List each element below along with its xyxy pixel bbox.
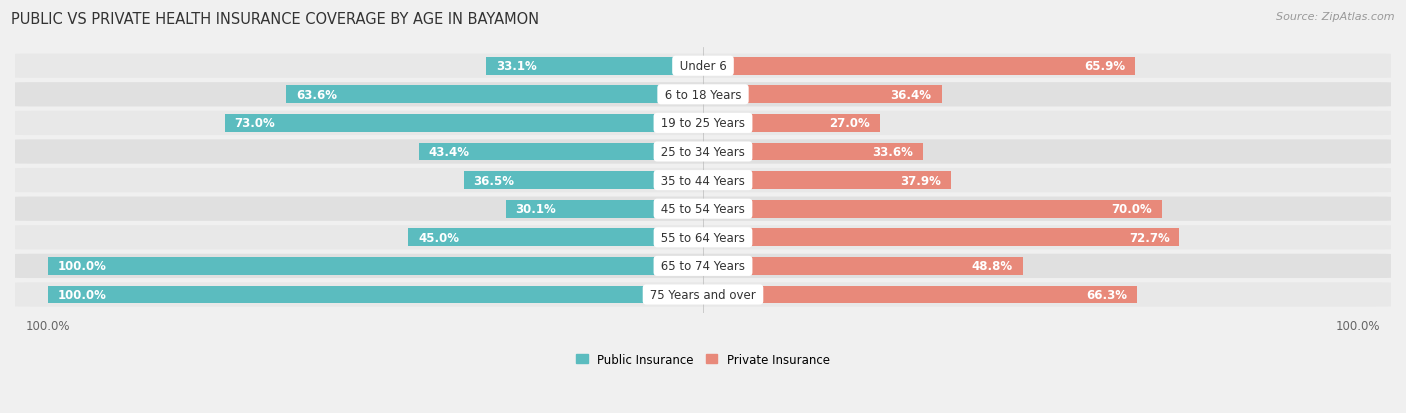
Bar: [703, 200, 1161, 218]
Bar: [464, 172, 703, 190]
Bar: [703, 58, 1135, 76]
Text: 35 to 44 Years: 35 to 44 Years: [657, 174, 749, 187]
Bar: [48, 286, 703, 304]
FancyBboxPatch shape: [6, 55, 1400, 78]
Text: 25 to 34 Years: 25 to 34 Years: [657, 146, 749, 159]
FancyBboxPatch shape: [6, 225, 1400, 250]
Text: 27.0%: 27.0%: [830, 117, 870, 130]
Text: 45.0%: 45.0%: [418, 231, 458, 244]
FancyBboxPatch shape: [6, 282, 1400, 307]
Bar: [408, 229, 703, 247]
Text: 33.6%: 33.6%: [873, 146, 914, 159]
Bar: [703, 115, 880, 133]
Text: 66.3%: 66.3%: [1087, 288, 1128, 301]
Bar: [506, 200, 703, 218]
Text: 55 to 64 Years: 55 to 64 Years: [657, 231, 749, 244]
Bar: [48, 257, 703, 275]
FancyBboxPatch shape: [6, 83, 1400, 107]
Text: Under 6: Under 6: [676, 60, 730, 73]
Text: 48.8%: 48.8%: [972, 260, 1012, 273]
Text: 73.0%: 73.0%: [235, 117, 276, 130]
Text: 19 to 25 Years: 19 to 25 Years: [657, 117, 749, 130]
Text: 45 to 54 Years: 45 to 54 Years: [657, 203, 749, 216]
Bar: [703, 257, 1022, 275]
FancyBboxPatch shape: [6, 197, 1400, 221]
Text: 100.0%: 100.0%: [58, 288, 107, 301]
Text: 36.4%: 36.4%: [890, 89, 932, 102]
Text: 37.9%: 37.9%: [901, 174, 942, 187]
FancyBboxPatch shape: [6, 140, 1400, 164]
Text: 70.0%: 70.0%: [1111, 203, 1152, 216]
FancyBboxPatch shape: [6, 254, 1400, 278]
Bar: [703, 143, 924, 161]
Text: 100.0%: 100.0%: [58, 260, 107, 273]
Text: PUBLIC VS PRIVATE HEALTH INSURANCE COVERAGE BY AGE IN BAYAMON: PUBLIC VS PRIVATE HEALTH INSURANCE COVER…: [11, 12, 540, 27]
FancyBboxPatch shape: [6, 169, 1400, 193]
Bar: [419, 143, 703, 161]
Bar: [703, 229, 1180, 247]
Text: 63.6%: 63.6%: [297, 89, 337, 102]
Text: 6 to 18 Years: 6 to 18 Years: [661, 89, 745, 102]
Legend: Public Insurance, Private Insurance: Public Insurance, Private Insurance: [576, 353, 830, 366]
Bar: [287, 86, 703, 104]
Text: 75 Years and over: 75 Years and over: [647, 288, 759, 301]
FancyBboxPatch shape: [6, 112, 1400, 136]
Bar: [703, 286, 1137, 304]
Text: Source: ZipAtlas.com: Source: ZipAtlas.com: [1277, 12, 1395, 22]
Text: 43.4%: 43.4%: [429, 146, 470, 159]
Text: 30.1%: 30.1%: [516, 203, 557, 216]
Text: 65 to 74 Years: 65 to 74 Years: [657, 260, 749, 273]
Text: 33.1%: 33.1%: [496, 60, 537, 73]
Bar: [225, 115, 703, 133]
Text: 65.9%: 65.9%: [1084, 60, 1125, 73]
Bar: [703, 172, 952, 190]
Bar: [486, 58, 703, 76]
Text: 36.5%: 36.5%: [474, 174, 515, 187]
Text: 72.7%: 72.7%: [1129, 231, 1170, 244]
Bar: [703, 86, 942, 104]
